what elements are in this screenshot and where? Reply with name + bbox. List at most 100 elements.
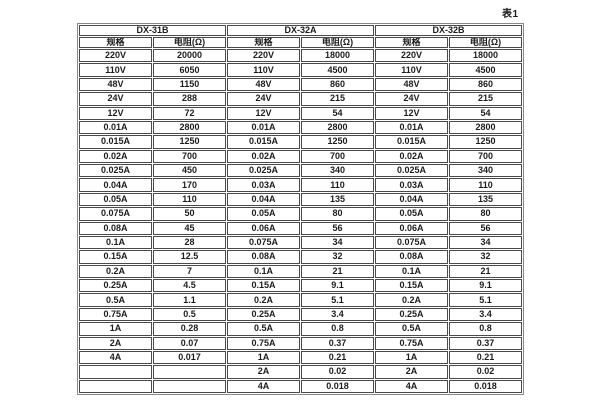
- spec-cell: 2A: [79, 336, 152, 350]
- table-row: 48V 1150 48V 860 48V 860: [79, 77, 522, 92]
- resistance-cell: 135: [301, 192, 374, 207]
- resistance-cell: 34: [301, 235, 374, 250]
- resistance-cell: 5.1: [449, 293, 522, 307]
- group-header: DX-31B: [79, 25, 226, 36]
- resistance-cell: 7: [153, 264, 226, 278]
- resistance-cell: 72: [153, 106, 226, 120]
- resistance-column-header: 电阻(Ω): [153, 37, 226, 48]
- resistance-cell: 32: [449, 250, 522, 264]
- resistance-cell: 0.8: [301, 322, 374, 336]
- spec-cell: 0.075A: [227, 235, 300, 250]
- spec-cell: 0.025A: [375, 164, 448, 178]
- resistance-cell: 0.018: [449, 379, 522, 393]
- table-row: 12V 72 12V 54 12V 54: [79, 106, 522, 120]
- resistance-cell: 1250: [153, 135, 226, 149]
- resistance-cell: [153, 365, 226, 379]
- table-row: 0.5A 1.1 0.2A 5.1 0.2A 5.1: [79, 293, 522, 307]
- spec-cell: 0.025A: [79, 164, 152, 178]
- resistance-cell: 700: [301, 149, 374, 163]
- spec-cell: 0.08A: [375, 250, 448, 264]
- spec-cell: 0.02A: [227, 149, 300, 163]
- table-row: 0.25A 4.5 0.15A 9.1 0.15A 9.1: [79, 279, 522, 293]
- table-head: DX-31B DX-32A DX-32B 规格 电阻(Ω) 规格 电阻(Ω) 规格 电阻(Ω): [79, 25, 522, 48]
- table-row: 0.02A 700 0.02A 700 0.02A 700: [79, 149, 522, 163]
- spec-cell: 12V: [227, 106, 300, 120]
- spec-cell: 220V: [227, 49, 300, 63]
- spec-cell: 0.06A: [227, 221, 300, 235]
- resistance-cell: 21: [449, 264, 522, 278]
- spec-cell: 0.25A: [227, 307, 300, 322]
- group-header: DX-32B: [375, 25, 522, 36]
- spec-cell: 0.01A: [375, 120, 448, 135]
- spec-cell: 24V: [375, 92, 448, 106]
- spec-cell: 48V: [375, 77, 448, 92]
- spec-cell: 0.15A: [79, 250, 152, 264]
- spec-cell: [79, 365, 152, 379]
- table-row: 0.2A 7 0.1A 21 0.1A 21: [79, 264, 522, 278]
- resistance-cell: 80: [449, 207, 522, 221]
- resistance-cell: 0.8: [449, 322, 522, 336]
- resistance-cell: 4.5: [153, 279, 226, 293]
- resistance-cell: 54: [301, 106, 374, 120]
- resistance-cell: 4500: [301, 63, 374, 77]
- resistance-cell: 32: [301, 250, 374, 264]
- table-row: 2A 0.07 0.75A 0.37 0.75A 0.37: [79, 336, 522, 350]
- table-row: 0.01A 2800 0.01A 2800 0.01A 2800: [79, 120, 522, 135]
- resistance-cell: 110: [449, 178, 522, 192]
- spec-cell: 0.05A: [79, 192, 152, 207]
- resistance-cell: 12.5: [153, 250, 226, 264]
- resistance-cell: 5.1: [301, 293, 374, 307]
- spec-cell: 0.08A: [227, 250, 300, 264]
- resistance-cell: 2800: [153, 120, 226, 135]
- spec-cell: 1A: [227, 350, 300, 365]
- spec-cell: 0.015A: [79, 135, 152, 149]
- resistance-cell: 50: [153, 207, 226, 221]
- spec-cell: 0.01A: [227, 120, 300, 135]
- resistance-cell: 18000: [301, 49, 374, 63]
- table-caption: 表1: [502, 9, 519, 20]
- spec-cell: 0.01A: [79, 120, 152, 135]
- table-row: 0.015A 1250 0.015A 1250 0.015A 1250: [79, 135, 522, 149]
- spec-cell: 1A: [79, 322, 152, 336]
- resistance-cell: 4500: [449, 63, 522, 77]
- spec-cell: 0.04A: [227, 192, 300, 207]
- table-row: 0.08A 45 0.06A 56 0.06A 56: [79, 221, 522, 235]
- spec-cell: 0.75A: [79, 307, 152, 322]
- spec-cell: 0.5A: [79, 293, 152, 307]
- resistance-cell: 80: [301, 207, 374, 221]
- spec-cell: 12V: [375, 106, 448, 120]
- resistance-cell: 135: [449, 192, 522, 207]
- spec-cell: 0.075A: [79, 207, 152, 221]
- spec-cell: 0.02A: [375, 149, 448, 163]
- resistance-cell: 700: [449, 149, 522, 163]
- spec-cell: 4A: [79, 350, 152, 365]
- spec-cell: 0.15A: [227, 279, 300, 293]
- resistance-cell: 28: [153, 235, 226, 250]
- resistance-cell: 110: [153, 192, 226, 207]
- resistance-cell: 0.28: [153, 322, 226, 336]
- table-row: 110V 6050 110V 4500 110V 4500: [79, 63, 522, 77]
- spec-cell: 220V: [79, 49, 152, 63]
- resistance-cell: 1250: [301, 135, 374, 149]
- table-row: 4A 0.017 1A 0.21 1A 0.21: [79, 350, 522, 365]
- spec-cell: 0.1A: [375, 264, 448, 278]
- resistance-cell: 0.07: [153, 336, 226, 350]
- spec-cell: 0.75A: [375, 336, 448, 350]
- table-row: 220V 20000 220V 18000 220V 18000: [79, 49, 522, 63]
- table-row: 0.75A 0.5 0.25A 3.4 0.25A 3.4: [79, 307, 522, 322]
- spec-cell: 220V: [375, 49, 448, 63]
- resistance-cell: 0.21: [301, 350, 374, 365]
- resistance-cell: 54: [449, 106, 522, 120]
- resistance-cell: 700: [153, 149, 226, 163]
- spec-cell: 0.03A: [375, 178, 448, 192]
- resistance-cell: 56: [449, 221, 522, 235]
- spec-cell: 0.075A: [375, 235, 448, 250]
- resistance-cell: 56: [301, 221, 374, 235]
- spec-cell: 110V: [79, 63, 152, 77]
- resistance-cell: 0.017: [153, 350, 226, 365]
- resistance-cell: 6050: [153, 63, 226, 77]
- spec-cell: 0.015A: [375, 135, 448, 149]
- table-body: 220V 20000 220V 18000 220V 18000 110V 6050 110V 4…: [79, 49, 522, 393]
- resistance-cell: 215: [301, 92, 374, 106]
- spec-cell: 0.1A: [79, 235, 152, 250]
